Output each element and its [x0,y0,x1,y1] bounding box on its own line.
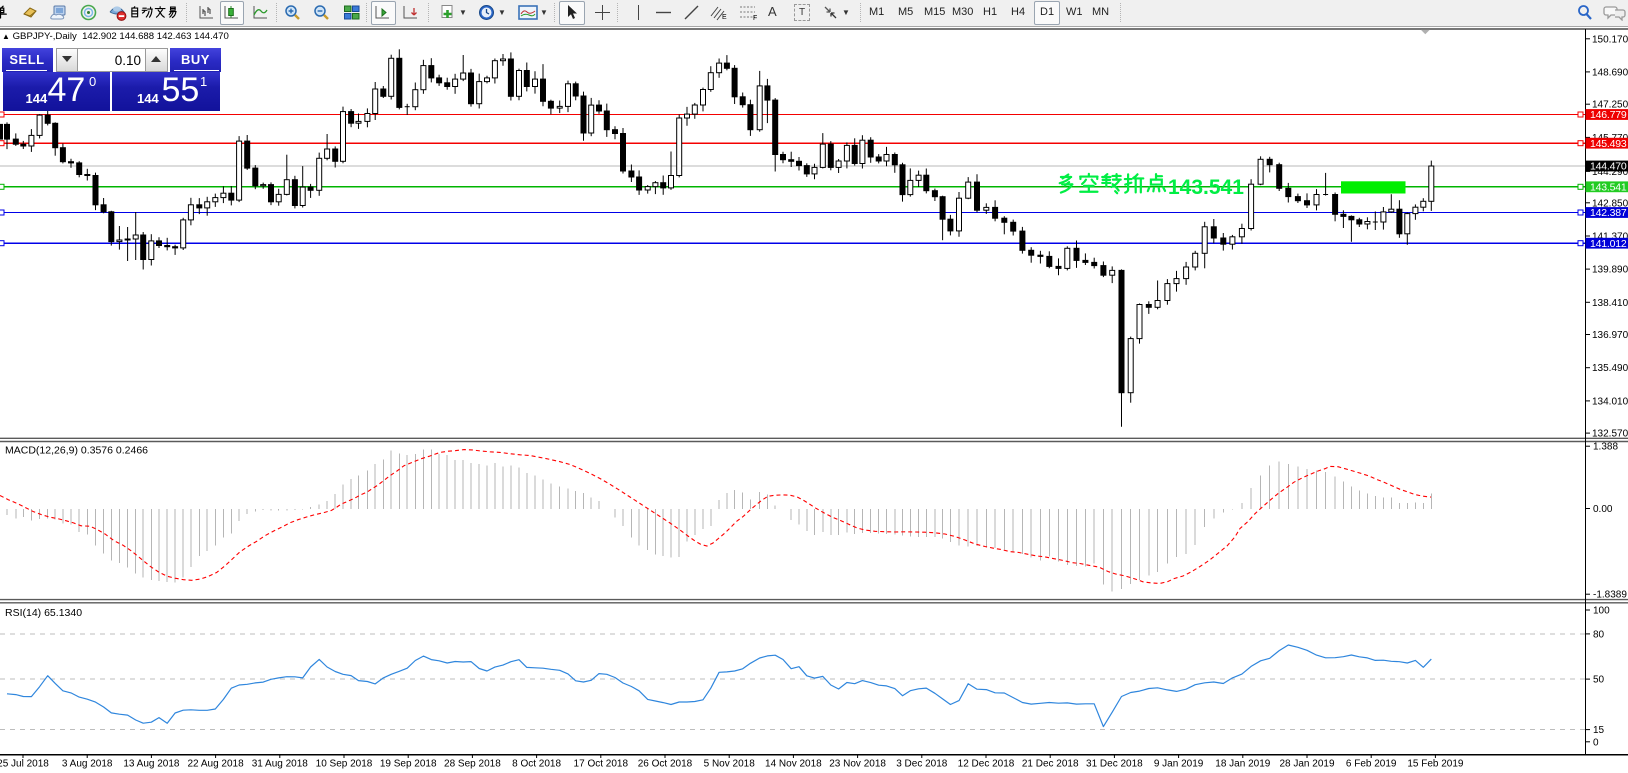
svg-text:145.493: 145.493 [1590,138,1627,150]
svg-text:0: 0 [1593,737,1599,748]
svg-text:8 Oct 2018: 8 Oct 2018 [512,759,561,770]
svg-text:143.541: 143.541 [1168,176,1244,199]
svg-text:144.290: 144.290 [1592,167,1628,178]
svg-text:21 Dec 2018: 21 Dec 2018 [1022,759,1079,770]
svg-text:13 Aug 2018: 13 Aug 2018 [123,759,180,770]
svg-text:19 Sep 2018: 19 Sep 2018 [380,759,437,770]
svg-text:17 Oct 2018: 17 Oct 2018 [574,759,629,770]
svg-text:3 Dec 2018: 3 Dec 2018 [896,759,948,770]
svg-text:100: 100 [1593,606,1610,617]
svg-text:1.388: 1.388 [1593,442,1618,453]
svg-text:28 Jan 2019: 28 Jan 2019 [1279,759,1334,770]
svg-text:138.410: 138.410 [1592,298,1628,309]
svg-text:23 Nov 2018: 23 Nov 2018 [829,759,886,770]
svg-text:14 Nov 2018: 14 Nov 2018 [765,759,822,770]
svg-text:31 Dec 2018: 31 Dec 2018 [1086,759,1143,770]
svg-text:15 Feb 2019: 15 Feb 2019 [1407,759,1464,770]
svg-text:15: 15 [1593,725,1605,736]
svg-text:3 Aug 2018: 3 Aug 2018 [62,759,113,770]
svg-text:-1.8389: -1.8389 [1593,590,1627,601]
svg-text:25 Jul 2018: 25 Jul 2018 [0,759,49,770]
svg-text:9 Jan 2019: 9 Jan 2019 [1154,759,1204,770]
svg-text:31 Aug 2018: 31 Aug 2018 [252,759,309,770]
svg-text:132.570: 132.570 [1592,429,1628,440]
svg-text:143.541: 143.541 [1590,181,1627,193]
svg-text:5 Nov 2018: 5 Nov 2018 [704,759,756,770]
svg-text:RSI(14) 65.1340: RSI(14) 65.1340 [5,607,82,619]
svg-text:28 Sep 2018: 28 Sep 2018 [444,759,501,770]
svg-text:12 Dec 2018: 12 Dec 2018 [958,759,1015,770]
svg-text:22 Aug 2018: 22 Aug 2018 [188,759,245,770]
svg-text:135.490: 135.490 [1592,363,1628,374]
svg-text:134.010: 134.010 [1592,396,1628,407]
svg-text:80: 80 [1593,629,1605,640]
svg-text:150.170: 150.170 [1592,34,1628,45]
svg-text:141.370: 141.370 [1592,232,1628,243]
svg-text:18 Jan 2019: 18 Jan 2019 [1215,759,1270,770]
svg-text:142.850: 142.850 [1592,198,1628,209]
svg-text:E: E [722,14,727,21]
svg-text:146.779: 146.779 [1590,109,1627,121]
svg-text:10 Sep 2018: 10 Sep 2018 [316,759,373,770]
svg-text:141.012: 141.012 [1590,238,1627,250]
svg-text:147.250: 147.250 [1592,100,1628,111]
svg-text:6 Feb 2019: 6 Feb 2019 [1346,759,1397,770]
svg-text:26 Oct 2018: 26 Oct 2018 [638,759,693,770]
svg-text:139.890: 139.890 [1592,265,1628,276]
svg-text:MACD(12,26,9) 0.3576 0.2466: MACD(12,26,9) 0.3576 0.2466 [5,445,148,457]
svg-text:F: F [753,15,757,21]
svg-text:50: 50 [1593,675,1605,686]
svg-text:144.470: 144.470 [1590,161,1627,173]
svg-text:148.690: 148.690 [1592,67,1628,78]
svg-text:142.387: 142.387 [1590,207,1627,219]
svg-text:0.00: 0.00 [1593,504,1613,515]
svg-text:136.970: 136.970 [1592,330,1628,341]
